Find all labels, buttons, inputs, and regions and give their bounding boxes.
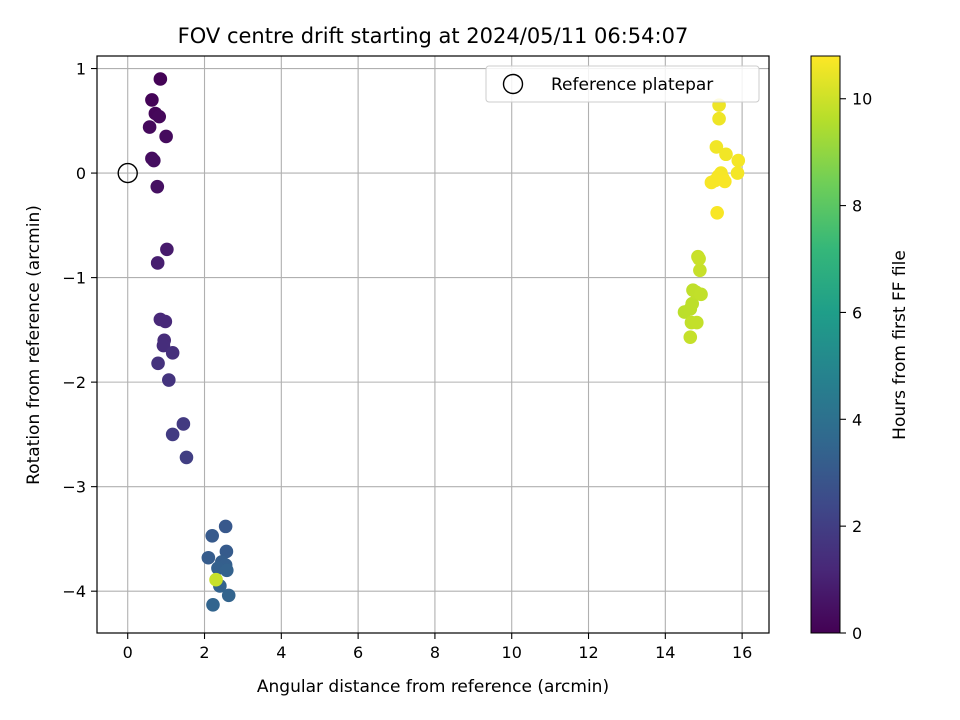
- data-point: [165, 346, 180, 360]
- legend: Reference platepar: [485, 65, 760, 103]
- reference-platepar-marker: [117, 162, 138, 184]
- data-point: [219, 563, 234, 578]
- x-tick-label: 16: [732, 643, 752, 662]
- x-tick-label: 0: [123, 643, 133, 662]
- y-tick-label: −3: [62, 478, 86, 497]
- y-axis-ticks: 1 0 −1 −2 −3 −4: [62, 60, 97, 601]
- x-tick-label: 4: [276, 643, 286, 662]
- y-tick-label: −1: [62, 269, 86, 288]
- y-tick-label: 1: [76, 60, 86, 79]
- data-point: [159, 129, 173, 144]
- x-tick-label: 6: [353, 643, 363, 662]
- colorbar: 0 2 4 6 8 10 Hours from first FF file: [810, 55, 910, 643]
- data-point: [709, 140, 724, 154]
- data-point: [731, 153, 746, 168]
- data-points: [117, 72, 746, 612]
- colorbar-label: Hours from first FF file: [890, 250, 910, 440]
- colorbar-tick-label: 10: [852, 90, 872, 109]
- colorbar-ticks: 0 2 4 6 8 10: [840, 90, 872, 643]
- data-point: [145, 93, 159, 107]
- legend-box: [485, 65, 760, 103]
- data-point: [683, 330, 698, 344]
- data-point: [151, 356, 165, 371]
- data-point: [156, 338, 171, 353]
- data-point: [221, 588, 236, 603]
- data-point: [719, 147, 733, 162]
- data-point: [147, 153, 161, 168]
- data-point: [153, 72, 168, 86]
- chart-title: FOV centre drift starting at 2024/05/11 …: [178, 24, 689, 48]
- data-point: [693, 263, 707, 278]
- plot-area-frame: [96, 55, 770, 634]
- colorbar-gradient: [810, 55, 841, 634]
- data-point: [162, 373, 176, 387]
- legend-label-reference: Reference platepar: [551, 75, 713, 95]
- x-axis-label: Angular distance from reference (arcmin): [257, 677, 609, 697]
- data-point: [685, 296, 699, 311]
- data-point: [142, 120, 157, 134]
- legend-marker-reference: [502, 73, 524, 95]
- grid-lines: [97, 56, 769, 633]
- colorbar-tick-label: 6: [852, 303, 862, 322]
- x-tick-label: 10: [502, 643, 522, 662]
- y-tick-label: −4: [62, 582, 86, 601]
- data-point: [218, 519, 233, 534]
- data-point: [206, 597, 220, 612]
- x-axis-ticks: 0 2 4 6 8 10 12 14 16: [123, 633, 752, 662]
- colorbar-tick-label: 0: [852, 624, 862, 643]
- data-point: [179, 450, 194, 465]
- data-point: [690, 315, 704, 330]
- data-point: [710, 205, 724, 220]
- data-point: [692, 251, 706, 266]
- data-point: [219, 544, 234, 559]
- colorbar-tick-label: 2: [852, 517, 862, 536]
- y-tick-label: 0: [76, 164, 86, 183]
- data-point: [201, 550, 216, 565]
- x-tick-label: 2: [199, 643, 209, 662]
- data-point: [205, 528, 219, 543]
- x-tick-label: 8: [430, 643, 440, 662]
- data-point: [150, 179, 165, 194]
- data-point: [152, 109, 167, 124]
- data-point: [160, 242, 174, 257]
- data-point: [150, 256, 165, 270]
- data-point: [718, 174, 732, 189]
- x-tick-label: 12: [578, 643, 598, 662]
- data-point: [158, 314, 173, 329]
- data-point: [209, 572, 223, 587]
- data-point: [165, 427, 180, 442]
- y-axis-label: Rotation from reference (arcmin): [24, 205, 44, 485]
- x-tick-label: 14: [655, 643, 675, 662]
- y-tick-label: −2: [62, 373, 86, 392]
- data-point: [694, 287, 708, 302]
- data-point: [176, 417, 191, 431]
- colorbar-tick-label: 4: [852, 410, 862, 429]
- colorbar-tick-label: 8: [852, 197, 862, 216]
- data-point: [712, 111, 726, 126]
- data-point: [730, 166, 745, 180]
